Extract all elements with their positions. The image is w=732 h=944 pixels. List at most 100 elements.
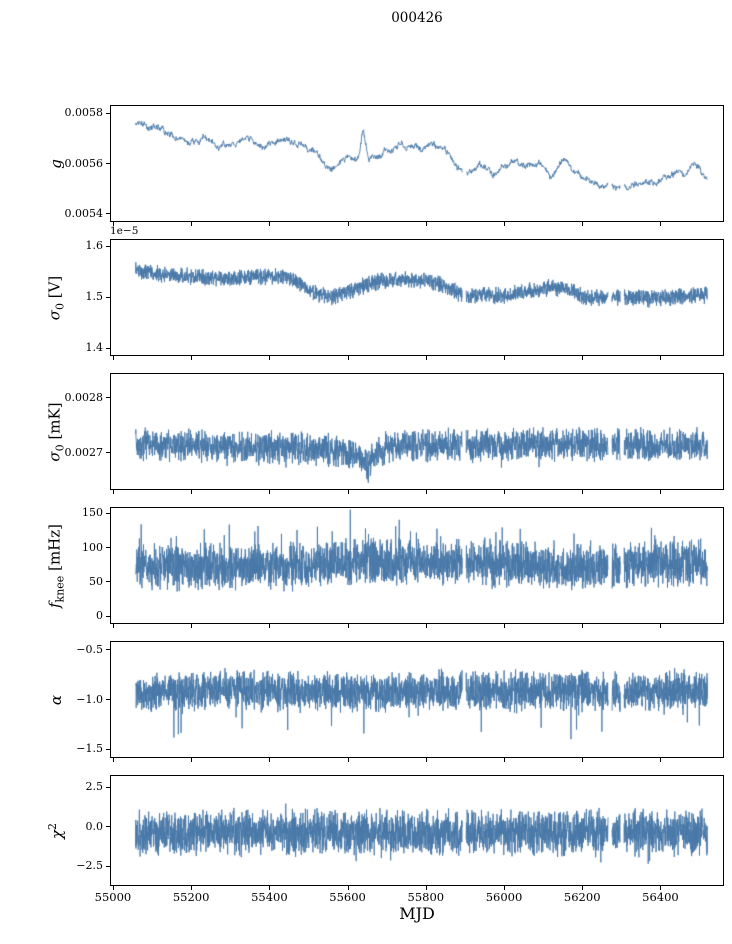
x-tick-mark xyxy=(582,624,584,628)
x-tick-mark xyxy=(112,356,114,360)
x-tick-label: 55600 xyxy=(329,890,366,904)
x-tick-mark xyxy=(191,886,193,890)
y-tick-label: 0.0028 xyxy=(64,390,104,404)
x-tick-mark xyxy=(269,490,271,494)
x-tick-mark xyxy=(504,222,505,226)
x-tick-label: 55000 xyxy=(94,890,132,904)
x-tick-mark xyxy=(347,758,349,762)
y-tick-label: 0.0 xyxy=(85,819,104,833)
x-tick-mark xyxy=(582,886,584,890)
y-tick-mark xyxy=(106,786,110,788)
y-tick-label: −2.5 xyxy=(76,859,103,873)
y-tick-mark xyxy=(106,826,110,828)
panel-alpha xyxy=(110,641,724,758)
plot-canvas-alpha xyxy=(111,642,723,757)
y-tick-label: 50 xyxy=(89,574,103,588)
x-tick-mark xyxy=(191,624,193,628)
y-tick-mark xyxy=(106,112,110,114)
x-tick-mark xyxy=(269,758,271,762)
x-axis-label: MJD xyxy=(399,904,435,923)
x-tick-mark xyxy=(660,490,662,494)
y-tick-mark xyxy=(106,615,110,617)
y-tick-mark xyxy=(106,452,110,454)
y-axis-label-sigma0-mk: σ0 [mK] xyxy=(45,401,67,462)
x-tick-mark xyxy=(191,356,193,360)
y-axis-label-fknee: fknee [mHz] xyxy=(45,523,67,608)
x-tick-mark xyxy=(660,222,662,226)
y-tick-mark xyxy=(106,512,110,514)
x-tick-mark xyxy=(112,222,114,226)
y-tick-mark xyxy=(106,865,110,867)
y-axis-label-sigma0-v: σ0 [V] xyxy=(45,275,67,320)
x-tick-mark xyxy=(504,356,505,360)
x-tick-label: 55400 xyxy=(251,890,288,904)
x-tick-mark xyxy=(112,490,114,494)
y-tick-label: −1.0 xyxy=(76,692,103,706)
y-tick-label: 100 xyxy=(82,540,103,554)
y-tick-mark xyxy=(106,699,110,700)
x-tick-mark xyxy=(425,886,427,890)
plot-canvas-fknee xyxy=(111,508,723,623)
y-tick-label: 1.5 xyxy=(85,290,104,304)
y-tick-label: 0.0027 xyxy=(64,445,104,459)
x-tick-mark xyxy=(112,886,114,890)
y-tick-label: −0.5 xyxy=(76,642,103,656)
y-tick-label: 1.4 xyxy=(85,341,104,355)
x-tick-mark xyxy=(269,356,271,360)
x-tick-mark xyxy=(425,356,427,360)
y-tick-label: 0.0056 xyxy=(64,156,104,170)
x-tick-mark xyxy=(112,624,114,628)
y-tick-label: 1.6 xyxy=(85,239,104,253)
y-tick-mark xyxy=(106,397,110,399)
x-tick-mark xyxy=(347,490,349,494)
y-axis-label-alpha: α xyxy=(47,694,65,705)
plot-canvas-sigma0-v xyxy=(111,240,723,355)
x-tick-mark xyxy=(112,758,114,762)
y-tick-mark xyxy=(106,347,110,349)
x-tick-mark xyxy=(660,356,662,360)
x-tick-mark xyxy=(582,758,584,762)
y-axis-label-chi2: χ2 xyxy=(46,822,66,839)
x-tick-mark xyxy=(425,490,427,494)
y-tick-label: 150 xyxy=(82,506,103,520)
plot-canvas-sigma0-mk xyxy=(111,374,723,489)
x-tick-mark xyxy=(269,624,271,628)
panel-sigma0-mk xyxy=(110,373,724,490)
panel-g xyxy=(110,105,724,222)
x-tick-mark xyxy=(504,624,505,628)
axis-offset-label: 1e−5 xyxy=(110,225,139,237)
x-tick-mark xyxy=(425,222,427,226)
x-tick-mark xyxy=(660,886,662,890)
x-tick-mark xyxy=(347,886,349,890)
x-tick-mark xyxy=(191,758,193,762)
x-tick-mark xyxy=(425,758,427,762)
y-tick-label: −1.5 xyxy=(76,742,103,756)
y-tick-mark xyxy=(106,649,110,651)
figure-title: 000426 xyxy=(391,10,443,26)
x-tick-mark xyxy=(191,490,193,494)
x-tick-mark xyxy=(582,356,584,360)
y-tick-label: 0.0054 xyxy=(64,206,104,220)
y-tick-mark xyxy=(106,581,110,583)
x-tick-label: 56000 xyxy=(485,890,523,904)
panel-chi2 xyxy=(110,775,724,886)
y-tick-mark xyxy=(106,296,110,298)
x-tick-mark xyxy=(504,758,505,762)
x-tick-mark xyxy=(191,222,193,226)
x-tick-mark xyxy=(660,624,662,628)
x-tick-mark xyxy=(347,624,349,628)
x-tick-mark xyxy=(269,222,271,226)
x-tick-label: 55200 xyxy=(172,890,210,904)
y-tick-mark xyxy=(106,245,110,247)
y-axis-label-g: g xyxy=(47,158,65,169)
panel-fknee xyxy=(110,507,724,624)
y-tick-label: 0 xyxy=(96,609,103,623)
x-tick-mark xyxy=(347,356,349,360)
x-tick-mark xyxy=(269,886,271,890)
y-tick-label: 2.5 xyxy=(85,780,104,794)
y-tick-mark xyxy=(106,547,110,549)
x-tick-label: 56400 xyxy=(642,890,679,904)
x-tick-mark xyxy=(504,886,505,890)
x-tick-mark xyxy=(504,490,505,494)
